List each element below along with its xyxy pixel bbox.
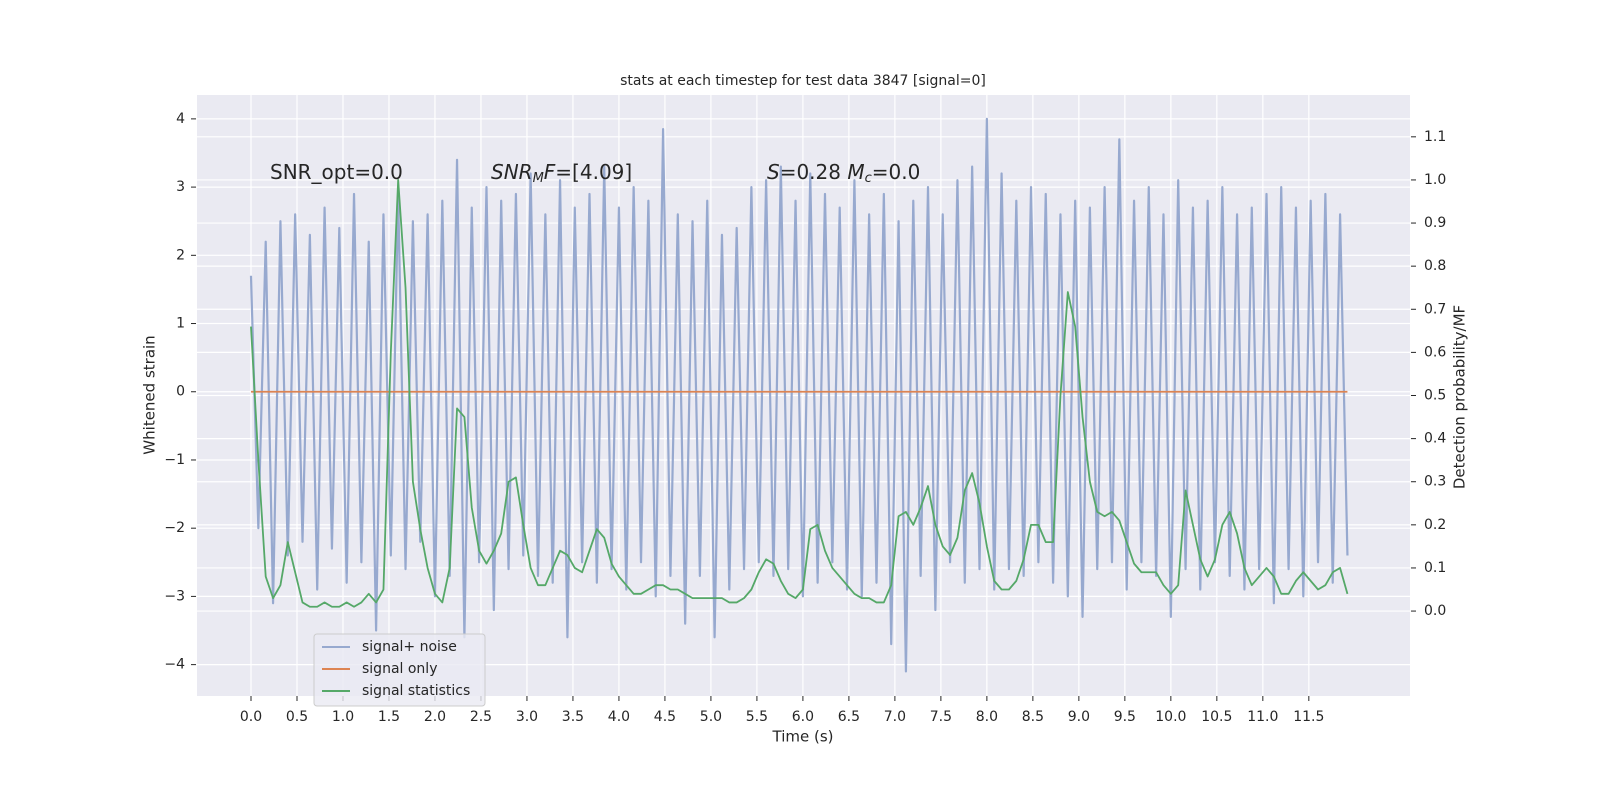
y-tick-label: −4 — [164, 657, 185, 673]
x-tick-label: 3.5 — [562, 709, 584, 725]
annotation-part: =0.28 — [780, 160, 848, 184]
y2-tick-label: 0.9 — [1424, 215, 1446, 231]
x-tick-label: 6.5 — [838, 709, 860, 725]
y-tick-label: 0 — [176, 384, 185, 400]
x-tick-label: 4.0 — [608, 709, 630, 725]
y-tick-label: −1 — [164, 452, 185, 468]
y2-tick-label: 0.5 — [1424, 388, 1446, 404]
legend-label: signal only — [362, 661, 437, 677]
y-tick-label: 2 — [176, 247, 185, 263]
y-axis-label: Whitened strain — [141, 335, 159, 454]
chart-title: stats at each timestep for test data 384… — [620, 73, 986, 89]
annotation-part: SNR_opt=0.0 — [270, 160, 403, 184]
legend-label: signal+ noise — [362, 639, 457, 655]
x-tick-label: 3.0 — [516, 709, 538, 725]
y2-tick-label: 1.0 — [1424, 172, 1446, 188]
x-tick-label: 7.0 — [884, 709, 906, 725]
y2-tick-label: 0.7 — [1424, 301, 1446, 317]
x-tick-label: 11.5 — [1293, 709, 1324, 725]
x-tick-label: 0.0 — [240, 709, 262, 725]
y2-tick-label: 0.3 — [1424, 474, 1446, 490]
x-tick-label: 4.5 — [654, 709, 676, 725]
annotation: SNR_opt=0.0 — [270, 160, 403, 184]
x-tick-label: 8.0 — [976, 709, 998, 725]
x-tick-label: 5.0 — [700, 709, 722, 725]
y-tick-label: −3 — [164, 588, 185, 604]
annotation: SNRMF=[4.09] — [491, 160, 632, 186]
y2-tick-label: 0.1 — [1424, 560, 1446, 576]
x-tick-label: 6.0 — [792, 709, 814, 725]
series-line — [249, 117, 1349, 673]
x-tick-label: 1.0 — [332, 709, 354, 725]
x-tick-label: 0.5 — [286, 709, 308, 725]
x-tick-label: 9.0 — [1068, 709, 1090, 725]
y-tick-label: 1 — [176, 316, 185, 332]
legend-label: signal statistics — [362, 683, 470, 699]
x-tick-label: 10.5 — [1201, 709, 1232, 725]
annotation-part: M — [533, 171, 544, 186]
y2-tick-label: 0.4 — [1424, 431, 1446, 447]
annotation-part: SNR — [491, 160, 533, 184]
x-tick-label: 2.0 — [424, 709, 446, 725]
x-tick-label: 8.5 — [1022, 709, 1044, 725]
annotation: S=0.28 Mc=0.0 — [767, 160, 920, 186]
y2-tick-label: 0.2 — [1424, 517, 1446, 533]
annotation-part: =[4.09] — [555, 160, 632, 184]
x-tick-label: 2.5 — [470, 709, 492, 725]
x-tick-label: 9.5 — [1114, 709, 1136, 725]
annotation-part: c — [865, 171, 872, 186]
x-tick-label: 11.0 — [1247, 709, 1278, 725]
x-tick-label: 5.5 — [746, 709, 768, 725]
x-tick-label: 1.5 — [378, 709, 400, 725]
legend-box — [313, 633, 486, 707]
y2-tick-label: 0.6 — [1424, 344, 1446, 360]
x-tick-label: 7.5 — [930, 709, 952, 725]
y2-tick-label: 1.1 — [1424, 129, 1446, 145]
y2-axis-label: Detection probability/MF — [1451, 305, 1469, 489]
y-tick-label: −2 — [164, 520, 185, 536]
x-tick-label: 10.0 — [1155, 709, 1186, 725]
series-line — [250, 179, 1349, 608]
y-tick-label: 4 — [176, 111, 185, 127]
annotation-part: S — [767, 160, 780, 184]
annotation-part: F — [544, 160, 556, 184]
x-axis-label: Time (s) — [772, 728, 834, 746]
y2-tick-label: 0.0 — [1424, 603, 1446, 619]
y-tick-label: 3 — [176, 179, 185, 195]
annotation-part: M — [847, 160, 864, 184]
y2-tick-label: 0.8 — [1424, 258, 1446, 274]
annotation-part: =0.0 — [872, 160, 921, 184]
